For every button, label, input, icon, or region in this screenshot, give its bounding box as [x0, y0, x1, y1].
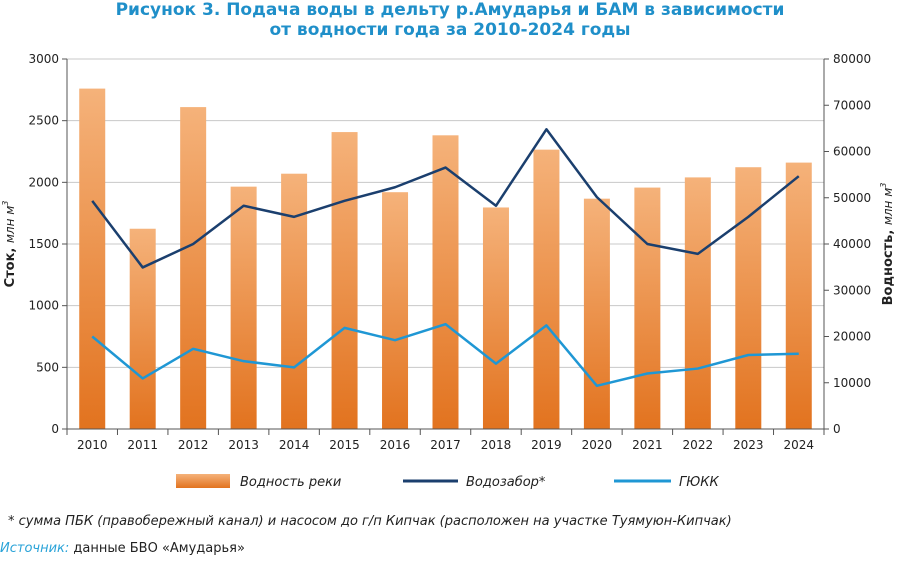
- left-tick-label: 1500: [28, 237, 59, 251]
- chart-area: 0500100015002000250030000100002000030000…: [1, 52, 896, 490]
- source-label: Источник:: [0, 541, 70, 556]
- x-tick-label: 2010: [77, 438, 108, 452]
- source-line: Источник: данные БВО «Амударья»: [0, 541, 245, 556]
- x-tick-label: 2016: [380, 438, 411, 452]
- bar-vodnost-2010: [79, 88, 106, 429]
- bars-group: [79, 88, 812, 429]
- x-tick-label: 2021: [632, 438, 663, 452]
- bar-vodnost-2017: [432, 135, 459, 429]
- x-tick-label: 2017: [430, 438, 461, 452]
- right-axis-title-sup: 3: [879, 183, 888, 188]
- left-tick-label: 1000: [28, 299, 59, 313]
- bar-vodnost-2013: [230, 186, 257, 429]
- x-tick-label: 2023: [733, 438, 764, 452]
- x-tick-label: 2013: [228, 438, 259, 452]
- right-tick-label: 10000: [833, 376, 871, 390]
- chart-title: Рисунок 3. Подача воды в дельту р.Амудар…: [0, 0, 900, 40]
- x-tick-label: 2011: [127, 438, 158, 452]
- left-axis-title-main: Сток,: [3, 243, 18, 287]
- right-axis-title: Водность, млн м3: [879, 183, 896, 306]
- left-tick-label: 3000: [28, 52, 59, 66]
- legend-label-gyukk: ГЮКК: [679, 475, 720, 490]
- right-tick-label: 0: [833, 422, 841, 436]
- bar-vodnost-2024: [785, 162, 812, 429]
- bar-vodnost-2011: [129, 228, 156, 429]
- bar-vodnost-2014: [281, 173, 308, 429]
- bar-vodnost-2021: [634, 187, 661, 429]
- title-line-1: Рисунок 3. Подача воды в дельту р.Амудар…: [115, 0, 785, 20]
- right-tick-label: 60000: [833, 145, 871, 159]
- x-tick-label: 2015: [329, 438, 360, 452]
- left-tick-label: 2500: [28, 114, 59, 128]
- right-tick-label: 40000: [833, 237, 871, 251]
- title-line-2: от водности года за 2010-2024 годы: [269, 20, 631, 40]
- x-tick-label: 2014: [279, 438, 310, 452]
- bar-vodnost-2020: [583, 198, 610, 429]
- source-text: данные БВО «Амударья»: [69, 541, 245, 556]
- right-axis-title-unit: млн м: [881, 188, 895, 225]
- left-axis-title-unit: млн м: [3, 206, 17, 243]
- right-tick-label: 70000: [833, 98, 871, 112]
- bar-vodnost-2019: [533, 149, 560, 429]
- bar-vodnost-2012: [180, 107, 207, 429]
- x-tick-label: 2019: [531, 438, 562, 452]
- x-tick-label: 2020: [582, 438, 613, 452]
- right-tick-label: 50000: [833, 191, 871, 205]
- right-axis-title-main: Водность,: [881, 225, 896, 305]
- right-tick-label: 80000: [833, 52, 871, 66]
- left-axis-title: Сток, млн м3: [1, 201, 18, 288]
- right-tick-label: 20000: [833, 330, 871, 344]
- bar-vodnost-2015: [331, 132, 358, 429]
- x-tick-label: 2022: [683, 438, 714, 452]
- x-tick-label: 2012: [178, 438, 209, 452]
- right-tick-label: 30000: [833, 283, 871, 297]
- left-tick-label: 2000: [28, 175, 59, 189]
- left-axis-title-sup: 3: [1, 201, 10, 206]
- legend: Водность реки Водозабор* ГЮКК: [176, 474, 720, 490]
- left-tick-label: 500: [36, 360, 59, 374]
- x-tick-label: 2024: [783, 438, 814, 452]
- left-tick-label: 0: [51, 422, 59, 436]
- bar-vodnost-2022: [684, 177, 711, 429]
- bar-vodnost-2018: [482, 207, 509, 429]
- footnote: * сумма ПБК (правобережный канал) и насо…: [8, 514, 732, 529]
- lines-group: [91, 128, 800, 388]
- legend-swatch-vodnost: [176, 474, 230, 488]
- bar-vodnost-2023: [735, 167, 762, 429]
- x-tick-label: 2018: [481, 438, 512, 452]
- legend-label-vodnost: Водность реки: [240, 475, 341, 490]
- legend-label-vodozabor: Водозабор*: [466, 475, 546, 490]
- axes-group: 0500100015002000250030000100002000030000…: [1, 52, 896, 452]
- bar-vodnost-2016: [382, 192, 409, 429]
